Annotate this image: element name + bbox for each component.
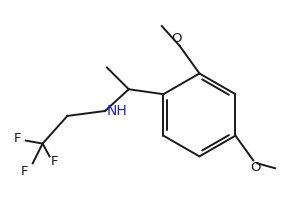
Text: F: F bbox=[21, 165, 28, 178]
Text: F: F bbox=[51, 155, 58, 168]
Text: O: O bbox=[172, 32, 182, 45]
Text: NH: NH bbox=[107, 104, 128, 118]
Text: O: O bbox=[250, 161, 260, 174]
Text: F: F bbox=[14, 132, 22, 145]
